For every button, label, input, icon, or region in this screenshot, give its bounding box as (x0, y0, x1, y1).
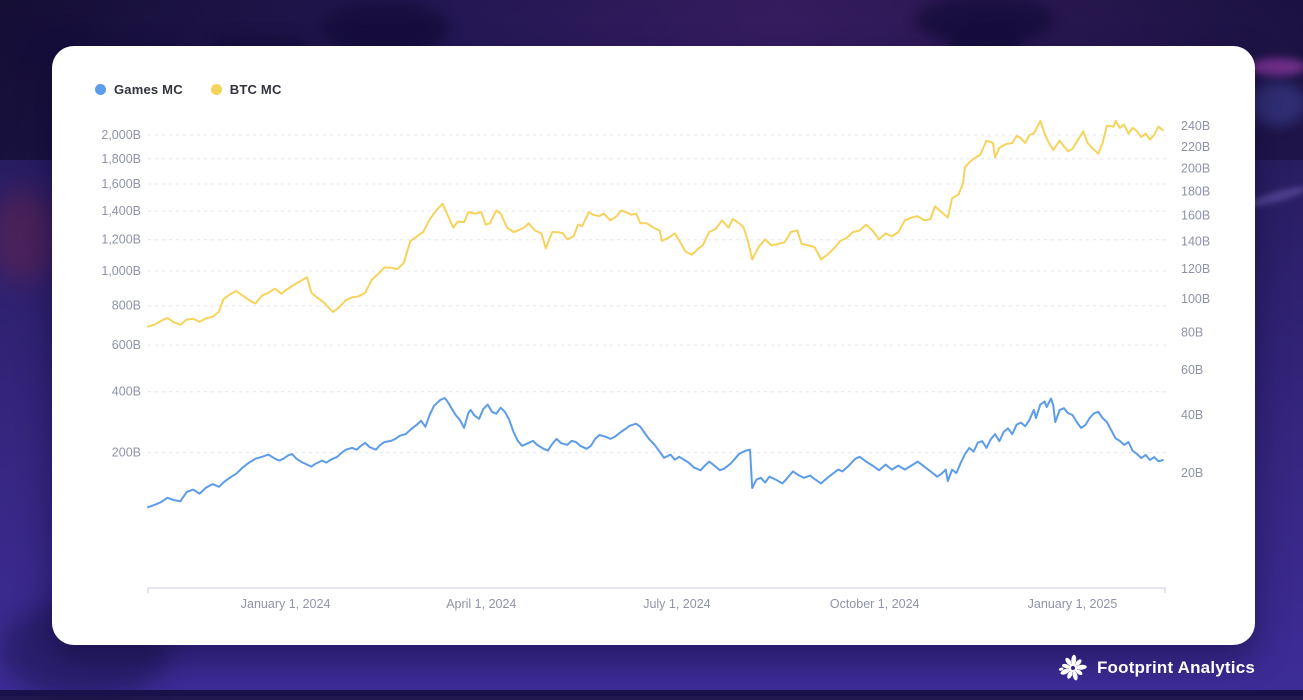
right-axis-tick-label: 100B (1181, 292, 1210, 306)
chart-legend: Games MC BTC MC (95, 82, 282, 97)
btc-mc-legend-dot (210, 84, 222, 95)
footprint-burst-icon (1058, 654, 1087, 681)
btc-mc-legend-label: BTC MC (229, 82, 282, 97)
games-mc-legend-label: Games MC (114, 82, 183, 97)
left-axis-tick-label: 1,600B (101, 177, 141, 191)
right-axis-tick-label: 220B (1181, 140, 1210, 154)
left-axis-tick-label: 400B (112, 385, 141, 399)
blue-streak (1250, 82, 1303, 126)
x-axis-tick-label: October 1, 2024 (830, 597, 920, 611)
chart-panel: Games MC BTC MC 2,000B 1,800B 1,600B 1,400B… (52, 46, 1255, 645)
brand-name: Footprint Analytics (1096, 658, 1255, 677)
red-tint (0, 190, 60, 282)
x-axis-tick-label: April 1, 2024 (446, 597, 516, 611)
right-axis-tick-label: 80B (1181, 325, 1203, 339)
left-axis-tick-label: 2,000B (101, 128, 141, 142)
left-axis-tick-label: 800B (112, 299, 141, 313)
right-axis-tick-label: 160B (1181, 209, 1210, 223)
right-axis-tick-label: 120B (1181, 262, 1210, 276)
x-axis-line (147, 587, 1166, 593)
games-mc-line (147, 397, 1164, 509)
legend-item-btc-mc[interactable]: BTC MC (210, 82, 282, 97)
left-axis-tick-label: 1,200B (101, 233, 141, 247)
pink-streak (1250, 58, 1303, 76)
left-axis-tick-label: 200B (112, 446, 141, 460)
right-axis-tick-label: 240B (1181, 119, 1210, 133)
dual-axis-line-chart[interactable]: 2,000B 1,800B 1,600B 1,400B 1,200B 1,000B 800B… (52, 46, 1255, 645)
btc-mc-line (147, 120, 1164, 328)
left-axis-tick-label: 600B (112, 338, 141, 352)
footprint-analytics-logo[interactable]: Footprint Analytics (1058, 652, 1255, 684)
left-axis-tick-label: 1,800B (101, 152, 141, 166)
right-axis-tick-label: 180B (1181, 184, 1210, 198)
right-axis-tick-label: 40B (1181, 408, 1203, 422)
right-axis-tick-label: 60B (1181, 363, 1203, 377)
right-axis-tick-label: 20B (1181, 466, 1203, 480)
legend-item-games-mc[interactable]: Games MC (95, 82, 183, 97)
right-axis-tick-label: 200B (1181, 162, 1210, 176)
x-axis-tick-label: January 1, 2024 (241, 597, 331, 611)
right-axis-tick-label: 140B (1181, 234, 1210, 248)
x-axis-tick-label: July 1, 2024 (643, 597, 710, 611)
bottom-edge-strip (0, 690, 1303, 696)
x-axis-tick-label: January 1, 2025 (1028, 597, 1118, 611)
left-axis-tick-label: 1,400B (101, 204, 141, 218)
left-axis-tick-label: 1,000B (101, 264, 141, 278)
games-mc-legend-dot (95, 84, 106, 95)
